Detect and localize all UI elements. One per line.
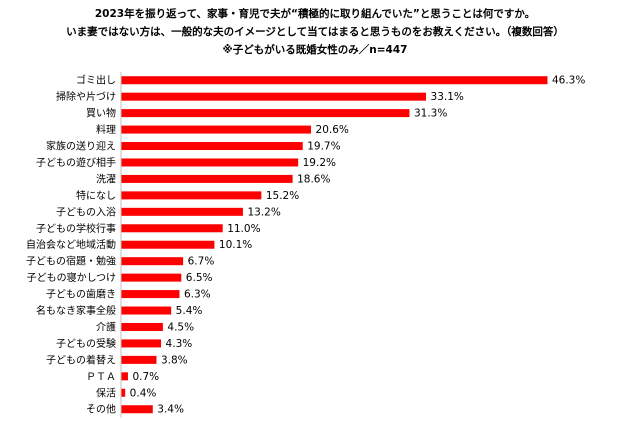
- value-label: 15.2%: [266, 190, 299, 202]
- bar: [121, 372, 128, 381]
- category-label: 掃除や片づけ: [56, 90, 116, 103]
- category-label: ＰＴＡ: [86, 372, 116, 383]
- category-label: 介護: [96, 320, 116, 333]
- bar: [121, 388, 126, 397]
- category-label: 子どもの着替え: [46, 353, 116, 366]
- value-label: 13.2%: [247, 206, 280, 218]
- category-label: その他: [86, 403, 116, 416]
- bar: [121, 339, 162, 348]
- bar: [121, 224, 223, 233]
- value-label: 6.5%: [186, 272, 213, 284]
- value-label: 5.4%: [176, 305, 203, 317]
- value-label: 20.6%: [316, 124, 349, 136]
- value-label: 6.7%: [188, 256, 215, 268]
- category-label: 買い物: [86, 107, 116, 120]
- category-label: 名もなき家事全般: [36, 304, 116, 317]
- value-label: 3.8%: [161, 354, 188, 366]
- category-label: 自治会など地域活動: [26, 238, 116, 251]
- bar: [121, 158, 299, 167]
- category-label: 子どもの入浴: [56, 206, 116, 218]
- chart-title-line-2: いま妻ではない方は、一般的な夫のイメージとして当てはまると思うものをお教えくださ…: [66, 26, 564, 38]
- bar: [121, 125, 312, 134]
- bar: [121, 92, 427, 101]
- bar: [121, 306, 172, 315]
- bar: [121, 142, 303, 151]
- value-label: 4.5%: [167, 321, 194, 333]
- category-label: 保活: [96, 386, 116, 399]
- bar: [121, 240, 215, 249]
- value-label: 0.7%: [132, 371, 159, 383]
- value-label: 3.4%: [157, 404, 184, 416]
- value-label: 18.6%: [297, 173, 330, 185]
- value-label: 11.0%: [227, 223, 260, 235]
- bar: [121, 174, 293, 183]
- bar: [121, 191, 262, 200]
- value-label: 19.2%: [303, 157, 336, 169]
- bar: [121, 207, 243, 216]
- value-label: 31.3%: [414, 108, 447, 120]
- category-label: 家族の送り迎え: [46, 140, 116, 153]
- value-label: 19.7%: [307, 141, 340, 153]
- bar: [121, 76, 548, 85]
- value-label: 0.4%: [130, 387, 157, 399]
- category-label: 子どもの宿題・勉強: [26, 255, 116, 268]
- chart-title-line-1: 2023年を振り返って、家事・育児で夫が“積極的に取り組んでいた”と思うことは何…: [94, 8, 536, 20]
- value-label: 10.1%: [219, 239, 252, 251]
- category-label: 子どもの遊び相手: [36, 156, 116, 169]
- category-label: 子どもの寝かしつけ: [27, 271, 116, 284]
- value-label: 4.3%: [166, 338, 193, 350]
- bar: [121, 257, 184, 266]
- category-label: 子どもの歯磨き: [46, 288, 116, 301]
- bar: [121, 405, 153, 414]
- chart-subtitle: ※子どもがいる既婚女性のみ／n=447: [222, 44, 408, 56]
- category-label: 子どもの受験: [56, 337, 116, 350]
- category-label: 特になし: [76, 190, 116, 202]
- bar: [121, 109, 410, 118]
- category-label: 子どもの学校行事: [36, 222, 116, 235]
- category-label: 料理: [96, 123, 116, 136]
- value-label: 33.1%: [431, 91, 464, 103]
- bar: [121, 273, 182, 282]
- value-label: 6.3%: [184, 289, 211, 301]
- category-label: ゴミ出し: [76, 74, 116, 87]
- bar: [121, 322, 163, 331]
- value-label: 46.3%: [552, 75, 585, 87]
- category-label: 洗濯: [96, 173, 116, 185]
- bar: [121, 290, 180, 299]
- bar: [121, 355, 157, 364]
